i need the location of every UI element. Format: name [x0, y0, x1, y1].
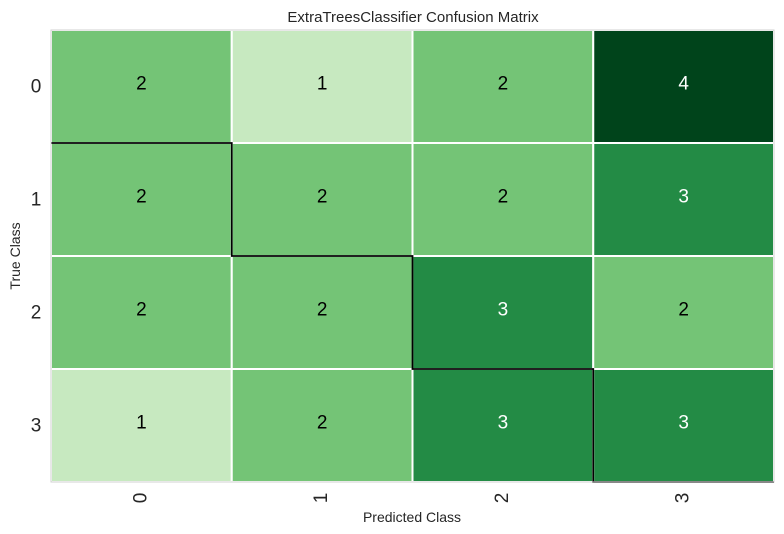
- chart-title: ExtraTreesClassifier Confusion Matrix: [287, 9, 539, 26]
- x-tick-label: 2: [492, 493, 513, 504]
- y-tick-label: 0: [31, 77, 42, 98]
- cell-value-label: 3: [678, 413, 689, 434]
- heatmap-cells: [50, 29, 775, 483]
- x-tick-label: 3: [673, 493, 694, 504]
- cell-value-label: 1: [136, 413, 147, 434]
- cell-value-label: 1: [317, 74, 328, 95]
- cell-value-label: 3: [498, 300, 509, 321]
- diagonal-highlight: [51, 142, 774, 483]
- cell-value-label: 2: [136, 187, 147, 208]
- heatmap-cell: [411, 368, 595, 483]
- cell-value-label: 2: [136, 74, 147, 95]
- cell-value-labels: 2 1 2 4 2 2 2 3 2 2 3 2 1 2 3 3: [136, 74, 689, 434]
- heatmap-cell: [592, 255, 775, 370]
- heatmap-cell: [592, 142, 775, 257]
- cell-value-label: 3: [678, 187, 689, 208]
- cell-value-label: 2: [498, 187, 509, 208]
- y-tick-label: 1: [31, 190, 42, 211]
- x-axis-label: Predicted Class: [363, 509, 461, 525]
- y-tick-label: 2: [31, 303, 42, 324]
- cell-value-label: 2: [136, 300, 147, 321]
- cell-value-label: 3: [498, 413, 509, 434]
- cell-value-label: 4: [678, 74, 689, 95]
- heatmap-cell: [411, 142, 595, 257]
- cell-value-label: 2: [317, 413, 328, 434]
- heatmap-cell: [411, 29, 595, 144]
- cell-value-label: 2: [317, 187, 328, 208]
- heatmap-cell: [592, 368, 775, 483]
- plot-frame: [50, 29, 775, 483]
- heatmap-cell: [50, 29, 233, 144]
- cell-value-label: 2: [678, 300, 689, 321]
- heatmap-cell: [230, 368, 414, 483]
- x-tick-label: 1: [311, 493, 332, 504]
- diagonal-highlight-line: [51, 142, 774, 483]
- heatmap-cell: [50, 368, 233, 483]
- y-tick-label: 3: [31, 416, 42, 437]
- cell-value-label: 2: [498, 74, 509, 95]
- x-tick-label: 0: [130, 493, 151, 504]
- cell-value-label: 2: [317, 300, 328, 321]
- y-axis-tick-labels: 0 1 2 3: [31, 77, 42, 437]
- x-axis-tick-labels: 0 1 2 3: [130, 493, 693, 504]
- y-axis-label: True Class: [7, 222, 23, 289]
